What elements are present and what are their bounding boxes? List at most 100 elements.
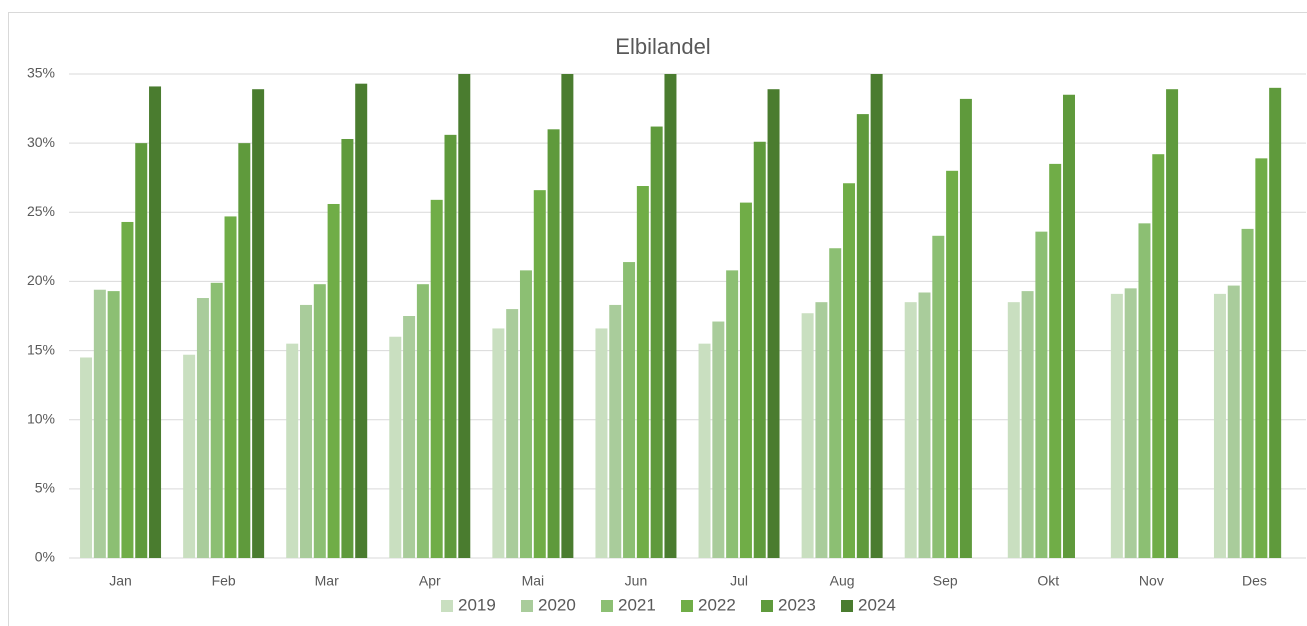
bar xyxy=(313,284,326,558)
bar xyxy=(224,216,237,559)
x-tick-label: Aug xyxy=(830,573,855,589)
y-tick-label: 10% xyxy=(27,410,55,426)
x-tick-label: Mar xyxy=(315,573,339,589)
y-tick-label: 20% xyxy=(27,272,55,288)
bar xyxy=(767,89,780,558)
bar xyxy=(801,313,814,558)
bar xyxy=(1110,293,1123,558)
chart-title: Elbilandel xyxy=(615,34,710,59)
bar xyxy=(416,284,429,558)
bar xyxy=(1021,291,1034,558)
bar xyxy=(1227,285,1240,558)
bar xyxy=(829,248,842,559)
bar xyxy=(946,170,959,559)
x-tick-label: Okt xyxy=(1037,573,1059,589)
bar xyxy=(739,202,752,558)
legend-swatch xyxy=(841,600,853,612)
bar xyxy=(918,292,931,558)
legend-swatch xyxy=(601,600,613,612)
bar xyxy=(698,343,711,558)
bar xyxy=(726,270,739,558)
bar xyxy=(1049,163,1062,558)
bar xyxy=(932,235,945,558)
legend-label: 2019 xyxy=(458,595,496,614)
bar xyxy=(1269,87,1282,558)
y-tick-label: 30% xyxy=(27,134,55,150)
bar xyxy=(286,343,299,558)
y-tick-label: 15% xyxy=(27,341,55,357)
x-tick-label: Sep xyxy=(933,573,958,589)
legend-label: 2020 xyxy=(538,595,576,614)
bar xyxy=(355,83,368,559)
bar xyxy=(492,328,505,558)
bar xyxy=(609,304,622,558)
bar xyxy=(93,289,106,558)
bar xyxy=(430,199,443,558)
bar xyxy=(1255,158,1268,558)
bar xyxy=(80,357,93,558)
bar xyxy=(389,336,402,558)
bar xyxy=(458,74,471,558)
x-tick-label: Des xyxy=(1242,573,1267,589)
bar xyxy=(183,354,196,558)
bar xyxy=(1007,302,1020,558)
bar xyxy=(1152,154,1165,558)
legend-swatch xyxy=(521,600,533,612)
bar xyxy=(904,302,917,558)
legend-label: 2024 xyxy=(858,595,896,614)
bar xyxy=(870,74,883,558)
bar xyxy=(533,190,546,558)
bar xyxy=(506,309,519,558)
bar xyxy=(650,126,663,558)
legend-label: 2021 xyxy=(618,595,656,614)
bar xyxy=(843,183,856,558)
bar xyxy=(300,304,313,558)
legend-swatch xyxy=(441,600,453,612)
bar xyxy=(238,143,251,558)
legend-swatch xyxy=(681,600,693,612)
bar xyxy=(135,143,148,558)
bar xyxy=(753,141,766,558)
bar xyxy=(1062,94,1075,558)
bar xyxy=(856,114,869,559)
bar xyxy=(121,221,134,559)
y-tick-label: 35% xyxy=(27,65,55,81)
legend-label: 2022 xyxy=(698,595,736,614)
x-tick-label: Apr xyxy=(419,573,441,589)
y-tick-label: 0% xyxy=(35,549,55,565)
y-tick-label: 5% xyxy=(35,480,55,496)
bar xyxy=(712,321,725,558)
bar xyxy=(341,138,354,558)
bar xyxy=(327,203,340,558)
bar xyxy=(547,129,560,559)
bar xyxy=(636,186,649,559)
bar xyxy=(815,302,828,558)
bar xyxy=(252,89,265,558)
x-tick-label: Jun xyxy=(625,573,648,589)
bar xyxy=(561,74,574,558)
bar xyxy=(1035,231,1048,558)
bar xyxy=(444,134,457,559)
bar xyxy=(1166,89,1179,558)
bar xyxy=(1241,228,1254,558)
bar xyxy=(595,328,608,558)
x-tick-label: Nov xyxy=(1139,573,1164,589)
bar xyxy=(107,291,120,558)
bar xyxy=(149,86,162,559)
legend-label: 2023 xyxy=(778,595,816,614)
bar xyxy=(210,282,223,558)
bar xyxy=(403,316,416,558)
bar xyxy=(519,270,532,558)
bar xyxy=(664,74,677,558)
x-tick-label: Mai xyxy=(522,573,545,589)
x-tick-label: Jan xyxy=(109,573,132,589)
bar xyxy=(1213,293,1226,558)
bar xyxy=(196,298,209,558)
bar xyxy=(623,262,636,558)
x-tick-label: Feb xyxy=(212,573,236,589)
y-tick-label: 25% xyxy=(27,203,55,219)
bar xyxy=(1138,223,1151,558)
chart-frame xyxy=(8,12,1307,626)
legend-swatch xyxy=(761,600,773,612)
